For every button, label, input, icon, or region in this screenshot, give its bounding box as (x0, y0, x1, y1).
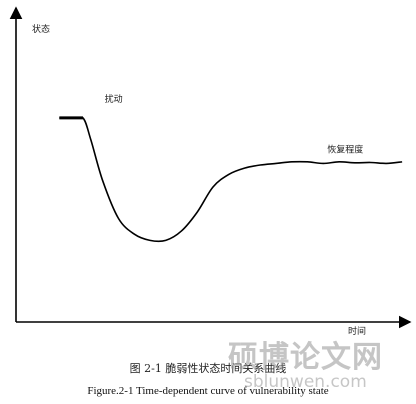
plot-area (59, 116, 403, 243)
x-axis-label: 时间 (348, 325, 366, 337)
series-line (59, 117, 403, 243)
figure-caption-chinese: 图 2-1 脆弱性状态时间关系曲线 (129, 362, 287, 375)
figure-caption-english: Figure.2-1 Time-dependent curve of vulne… (87, 385, 329, 397)
annotation-label: 恢复程度 (327, 143, 363, 155)
watermark-chinese: 硕博论文网 (228, 340, 383, 375)
annotation-label: 扰动 (105, 93, 123, 105)
y-axis-label: 状态 (32, 23, 50, 35)
watermark-url: sblunwen.com (244, 372, 367, 392)
